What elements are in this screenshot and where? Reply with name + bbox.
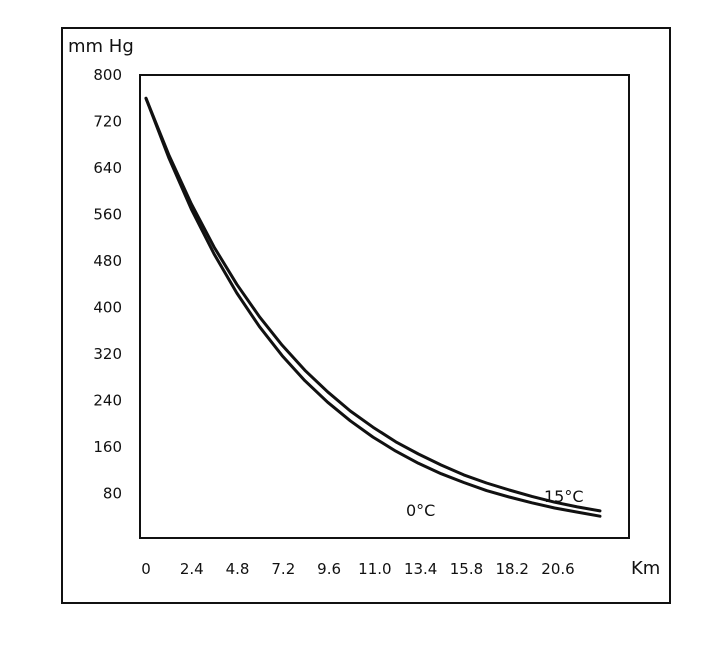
y-tick-label: 720 (93, 113, 122, 131)
series-line-15c (144, 96, 602, 513)
y-tick-label: 80 (103, 485, 122, 503)
x-tick-label: 18.2 (496, 560, 529, 578)
x-axis-title: Km (631, 558, 660, 579)
y-tick-label: 160 (93, 438, 122, 456)
y-tick-label: 240 (93, 392, 122, 410)
y-tick-label: 800 (93, 66, 122, 84)
x-tick-label: 20.6 (541, 560, 574, 578)
series-lines (144, 96, 602, 518)
x-tick-label: 15.8 (450, 560, 483, 578)
y-tick-label: 640 (93, 159, 122, 177)
x-tick-label: 2.4 (180, 560, 204, 578)
y-tick-label: 480 (93, 252, 122, 270)
y-tick-label: 400 (93, 299, 122, 317)
x-tick-label: 4.8 (226, 560, 250, 578)
series-label-0c: 0°C (406, 501, 435, 520)
y-axis-ticks: 800 720 640 560 480 400 320 240 160 80 (93, 66, 122, 503)
x-tick-label: 13.4 (404, 560, 437, 578)
y-tick-label: 560 (93, 206, 122, 224)
plot-area-frame (139, 74, 630, 539)
series-label-15c: 15°C (544, 487, 584, 506)
y-tick-label: 320 (93, 345, 122, 363)
y-axis-title: mm Hg (68, 36, 134, 57)
x-tick-label: 7.2 (271, 560, 295, 578)
x-tick-label: 0 (141, 560, 151, 578)
outer-frame (61, 27, 671, 604)
x-tick-label: 9.6 (317, 560, 341, 578)
x-axis-ticks: 0 2.4 4.8 7.2 9.6 11.0 13.4 15.8 18.2 20.6 (141, 560, 574, 578)
series-line-0c (144, 96, 602, 518)
x-tick-label: 11.0 (358, 560, 391, 578)
